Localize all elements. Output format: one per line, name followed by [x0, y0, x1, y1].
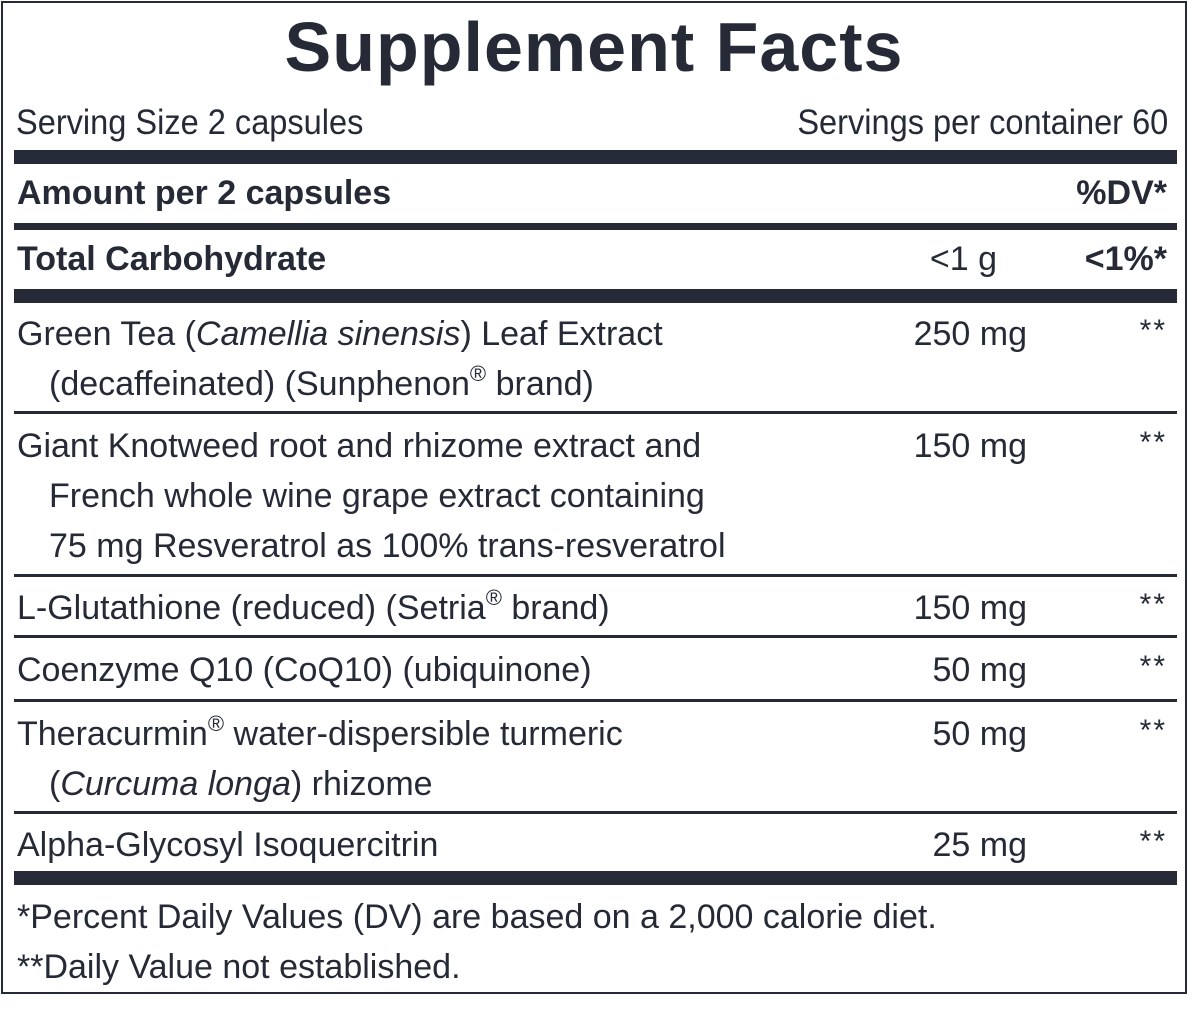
- panel-title: Supplement Facts: [284, 8, 904, 86]
- ingredient-amount: 25 mg: [932, 826, 1028, 864]
- carbohydrate-amount: <1 g: [929, 240, 997, 278]
- thick-divider-mid: [14, 289, 1177, 303]
- carbohydrate-label: Total Carbohydrate: [17, 240, 327, 278]
- thick-divider-bottom: [14, 871, 1177, 885]
- ingredient-dv: **: [1139, 314, 1167, 347]
- row-divider: [14, 699, 1177, 702]
- ingredient-amount: 50 mg: [932, 715, 1028, 753]
- row-divider: [14, 411, 1177, 414]
- medium-divider: [14, 223, 1177, 230]
- ingredient-amount: 150 mg: [913, 427, 1027, 465]
- amount-per-header: Amount per 2 capsules: [17, 174, 392, 212]
- ingredient-amount: 150 mg: [913, 589, 1027, 627]
- thick-divider-top: [14, 150, 1177, 164]
- dv-header: %DV*: [1076, 174, 1167, 212]
- ingredient-dv: **: [1139, 650, 1167, 683]
- ingredient-dv: **: [1139, 588, 1167, 621]
- serving-info: Serving Size 2 capsules Servings per con…: [16, 99, 1168, 147]
- servings-per-container: Servings per container 60: [797, 103, 1169, 142]
- footnote-dv: *Percent Daily Values (DV) are based on …: [17, 898, 937, 936]
- ingredient-green-tea: Green Tea (Camellia sinensis) Leaf Extra…: [17, 315, 663, 403]
- footnote-not-established: **Daily Value not established.: [17, 948, 461, 986]
- ingredient-dv: **: [1139, 426, 1167, 459]
- row-divider: [14, 574, 1177, 577]
- ingredient-glutathione: L-Glutathione (reduced) (Setria® brand): [17, 585, 610, 628]
- ingredient-dv: **: [1139, 714, 1167, 747]
- supplement-facts-panel: Supplement Facts Serving Size 2 capsules…: [1, 1, 1187, 994]
- ingredient-amount: 250 mg: [913, 315, 1027, 353]
- ingredient-knotweed-grape: Giant Knotweed root and rhizome extract …: [17, 427, 726, 565]
- serving-size: Serving Size 2 capsules: [16, 103, 364, 142]
- carbohydrate-dv: <1%*: [1084, 240, 1167, 278]
- row-divider: [14, 811, 1177, 814]
- ingredient-coq10: Coenzyme Q10 (CoQ10) (ubiquinone): [17, 651, 592, 689]
- ingredient-theracurmin: Theracurmin® water-dispersible turmeric …: [17, 711, 623, 804]
- ingredient-dv: **: [1139, 825, 1167, 858]
- row-divider: [14, 635, 1177, 638]
- ingredient-isoquercitrin: Alpha-Glycosyl Isoquercitrin: [17, 826, 439, 864]
- ingredient-amount: 50 mg: [932, 651, 1028, 689]
